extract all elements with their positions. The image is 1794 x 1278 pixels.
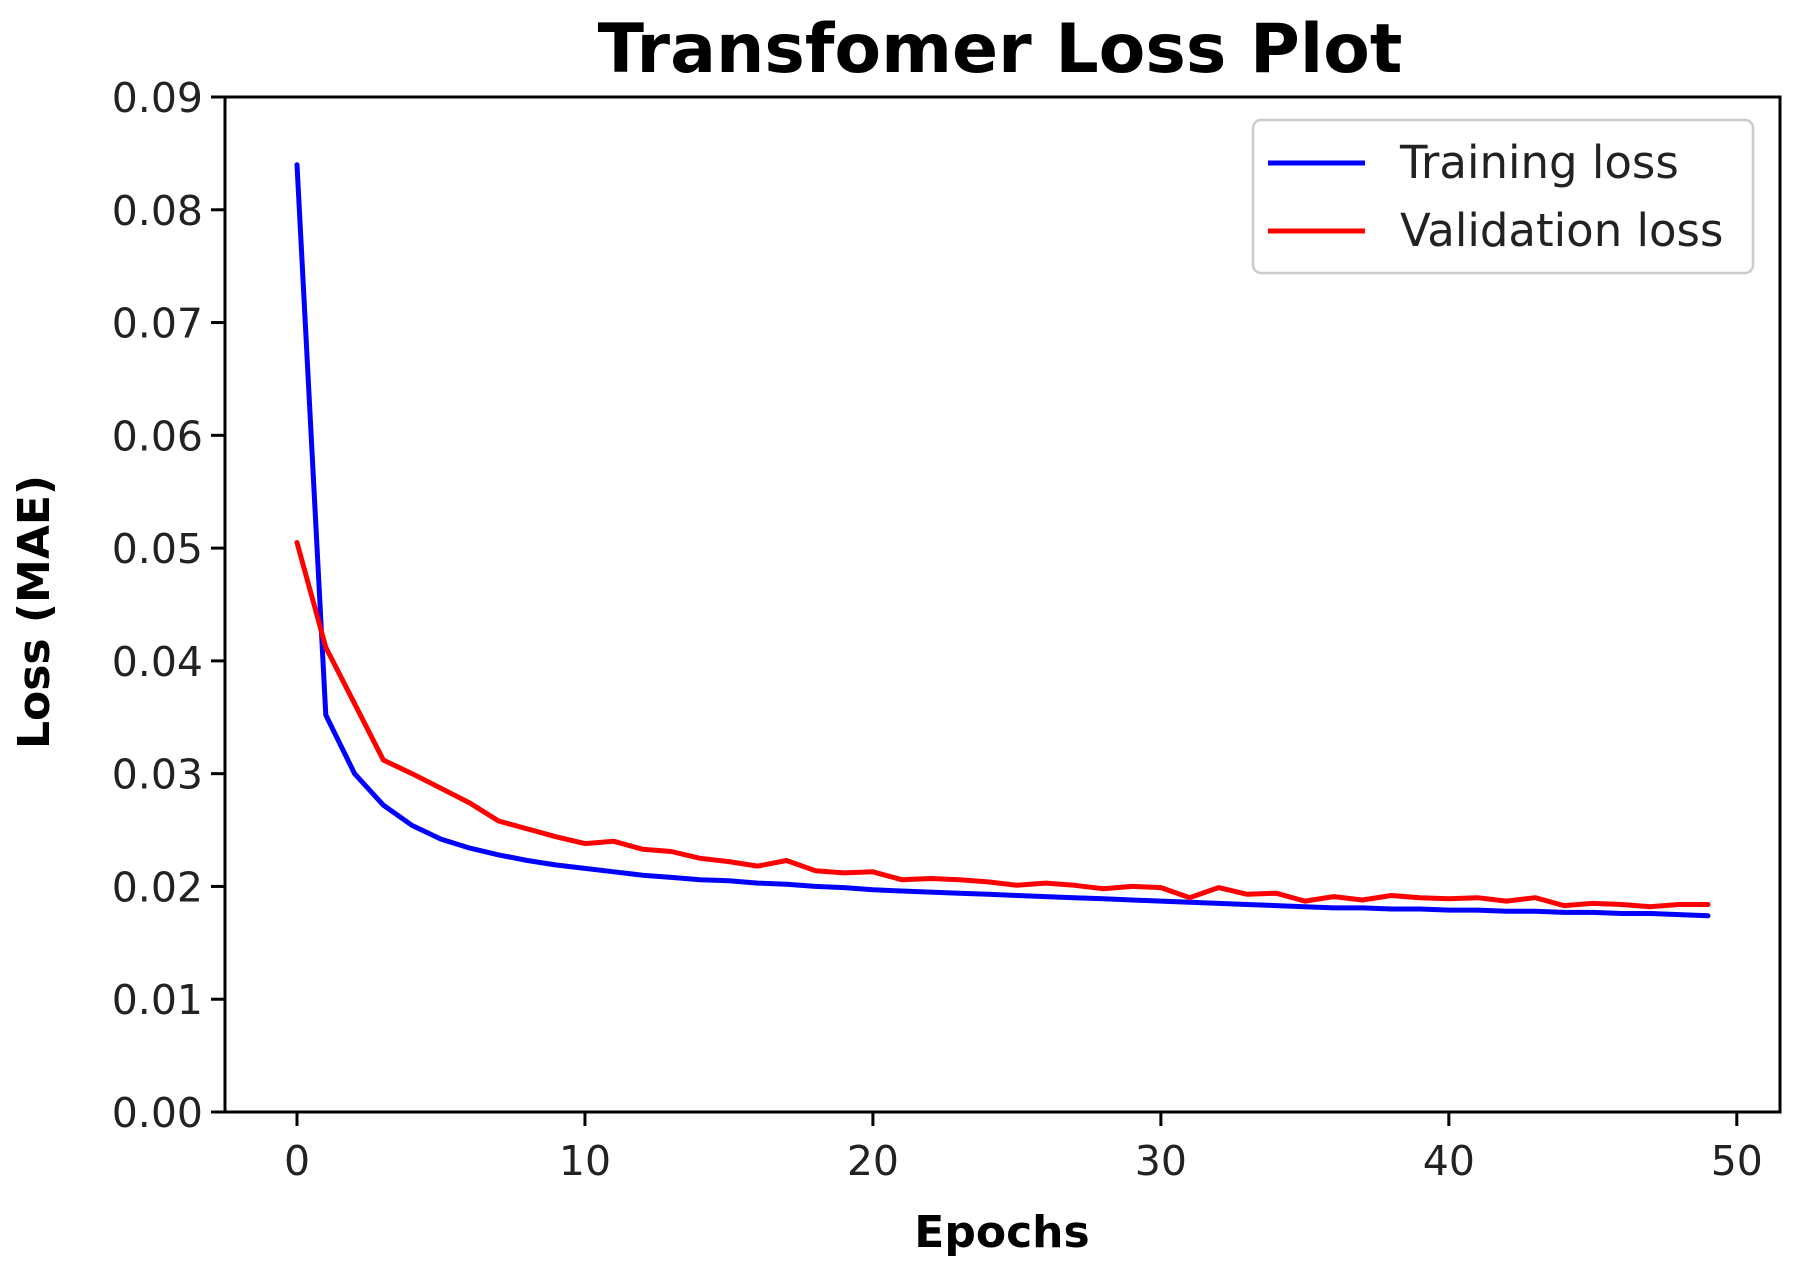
y-tick-label: 0.04	[112, 638, 203, 686]
y-tick-label: 0.00	[112, 1089, 203, 1137]
y-tick-label: 0.05	[112, 525, 203, 573]
y-tick-label: 0.06	[112, 412, 203, 460]
legend: Training loss Validation loss	[1251, 118, 1755, 275]
y-tick-label: 0.09	[112, 74, 203, 122]
chart-title: Transfomer Loss Plot	[598, 10, 1403, 89]
x-tick-label: 40	[1423, 1137, 1475, 1185]
legend-box	[1251, 118, 1755, 275]
series-line-validation-loss	[294, 540, 1711, 910]
series-line-training-loss	[294, 162, 1711, 919]
x-tick-label: 10	[559, 1137, 611, 1185]
y-axis-label: Loss (MAE)	[9, 475, 60, 749]
y-tick-label: 0.03	[112, 751, 203, 799]
x-tick-label: 20	[847, 1137, 899, 1185]
y-tick-label: 0.01	[112, 976, 203, 1024]
series-layer	[294, 162, 1711, 919]
legend-label-training-loss: Training loss	[1399, 136, 1679, 189]
ticks-layer: 0 10 20 30 40 50 0.00 0.01 0.02 0.03 0.04 0.05 0.06 0…	[112, 74, 1763, 1185]
x-tick-label: 30	[1135, 1137, 1187, 1185]
x-tick-label: 50	[1711, 1137, 1763, 1185]
legend-label-validation-loss: Validation loss	[1400, 204, 1723, 257]
plot-area: 0 10 20 30 40 50 0.00 0.01 0.02 0.03 0.04 0.05 0.06 0…	[112, 74, 1782, 1185]
x-axis-label: Epochs	[914, 1207, 1089, 1258]
plot-frame	[223, 95, 1782, 1114]
y-tick-label: 0.07	[112, 300, 203, 348]
y-tick-label: 0.08	[112, 187, 203, 235]
y-tick-label: 0.02	[112, 863, 203, 911]
x-tick-label: 0	[284, 1137, 310, 1185]
